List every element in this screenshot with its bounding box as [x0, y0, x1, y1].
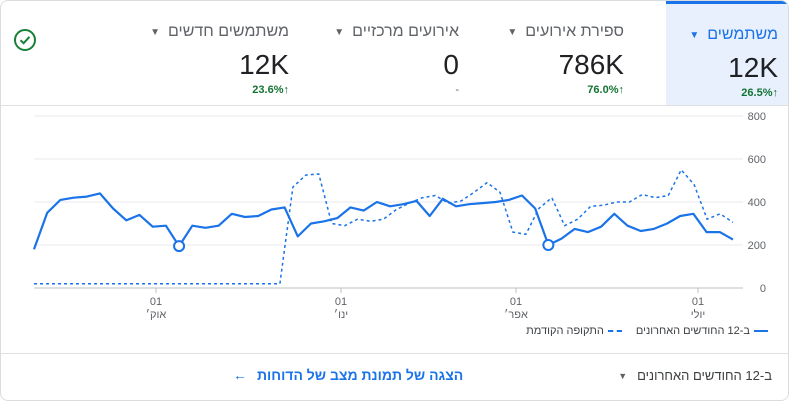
caret-down-icon: ▼ [689, 29, 700, 41]
metric-change: ↑23.6% [252, 84, 289, 96]
x-tick-month: אוק׳ [146, 308, 167, 321]
metric-tab-key-events[interactable]: אירועים מרכזיים ▼ 0 - [334, 1, 471, 105]
x-tick-month: יולי [691, 308, 705, 321]
link-label: הצגה של תמונת מצב של הדוחות [257, 367, 464, 383]
chart-legend: ב-12 החודשים האחרונים התקופה הקודמת [526, 325, 768, 337]
check-circle-icon [14, 29, 36, 51]
metric-change: ↑26.5% [741, 87, 778, 99]
metric-value: 12K [239, 49, 289, 80]
legend-item-current: ב-12 החודשים האחרונים [636, 325, 768, 337]
metric-tab-users[interactable]: משתמשים ▼ 12K ↑26.5% [666, 1, 788, 105]
x-tick-day: 01 [335, 296, 347, 308]
up-arrow-icon: ↑ [618, 84, 625, 96]
x-tick-day: 01 [150, 296, 162, 308]
series-line-last-12-months [32, 192, 734, 250]
y-tick-label: 0 [760, 283, 766, 295]
x-tick-day: 01 [692, 296, 704, 308]
footer-divider [1, 353, 788, 354]
data-point-marker [173, 240, 186, 253]
caret-down-icon: ▼ [334, 26, 345, 38]
metric-tab-new-users[interactable]: משתמשים חדשים ▼ 12K ↑23.6% [141, 1, 301, 105]
x-tick-day: 01 [510, 296, 522, 308]
metric-label: משתמשים [707, 26, 778, 43]
series-line-previous-period [34, 169, 734, 285]
metric-value: 0 [443, 49, 459, 80]
y-tick-label: 600 [748, 154, 766, 166]
metric-label: אירועים מרכזיים [352, 23, 459, 40]
y-tick-label: 800 [748, 111, 766, 123]
up-arrow-icon: ↑ [283, 84, 290, 96]
legend-item-previous: התקופה הקודמת [526, 325, 622, 337]
caret-down-icon: ▼ [507, 26, 518, 38]
metric-change: ↑76.0% [587, 84, 624, 96]
x-tick-month: אפר׳ [504, 308, 528, 321]
caret-down-icon: ▼ [618, 370, 628, 381]
metric-change: - [455, 84, 459, 96]
up-arrow-icon: ↑ [772, 87, 779, 99]
metric-value: 12K [728, 52, 778, 83]
metric-tab-event-count[interactable]: ספירת אירועים ▼ 786K ↑76.0% [501, 1, 636, 105]
metric-label: ספירת אירועים [525, 23, 624, 40]
view-reports-snapshot-link[interactable]: ← הצגה של תמונת מצב של הדוחות [233, 367, 463, 383]
caret-down-icon: ▼ [150, 26, 161, 38]
arrow-left-icon: ← [233, 367, 247, 383]
x-tick-month: ינו׳ [334, 308, 348, 321]
dashed-line-swatch [607, 330, 622, 332]
data-point-marker [542, 239, 555, 251]
metric-value: 786K [558, 49, 624, 80]
period-selector[interactable]: ב-12 החודשים האחרונים ▼ [618, 368, 772, 383]
y-tick-label: 400 [748, 197, 766, 209]
metrics-divider [1, 105, 788, 106]
metric-label: משתמשים חדשים [168, 23, 289, 40]
period-label: ב-12 החודשים האחרונים [637, 368, 772, 383]
solid-line-swatch [754, 330, 768, 332]
y-tick-label: 200 [748, 240, 766, 252]
